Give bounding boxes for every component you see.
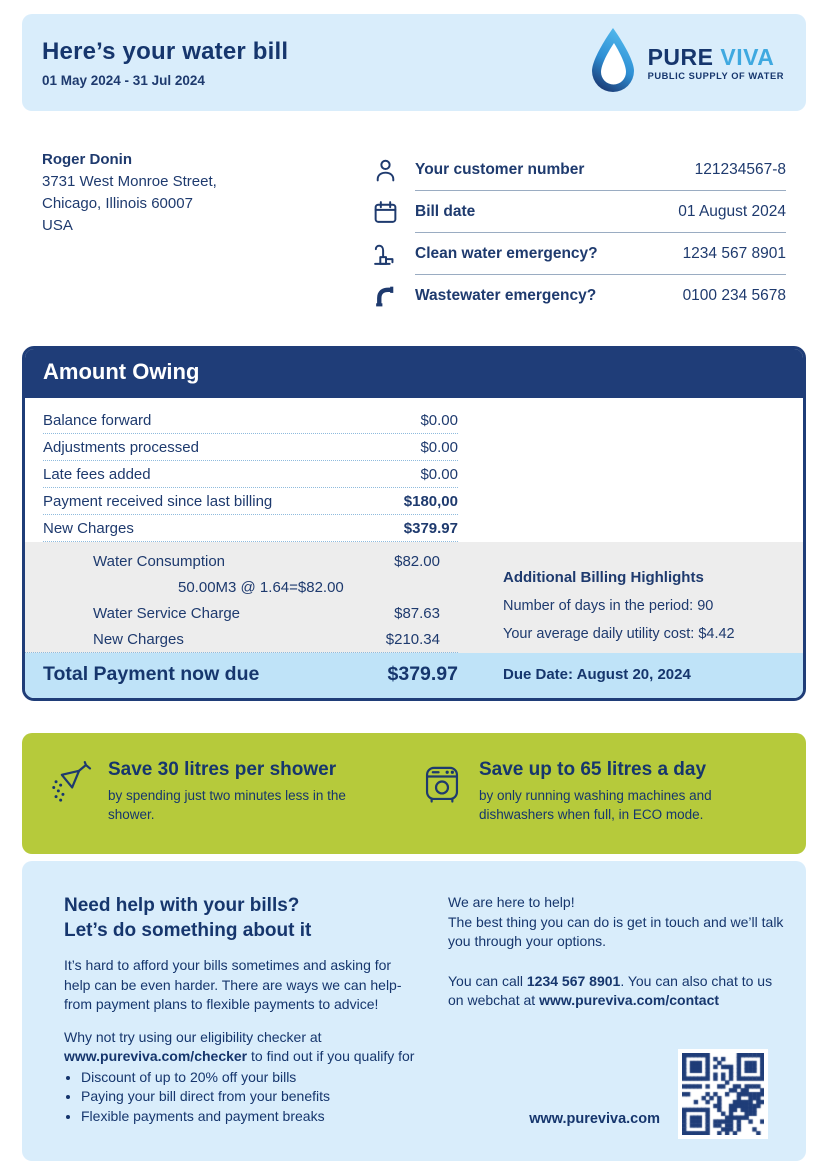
row-value: $379.97 (403, 519, 458, 537)
help-right-column: We are here to help! The best thing you … (448, 893, 786, 1139)
washing-machine-icon (419, 761, 465, 824)
highlights-title: Additional Billing Highlights (503, 569, 704, 586)
total-value: $379.97 (387, 663, 459, 685)
customer-address-block: Roger Donin 3731 West Monroe Street, Chi… (42, 149, 372, 316)
row-label: New Charges (43, 519, 134, 537)
website-link[interactable]: www.pureviva.com (529, 1110, 660, 1127)
row-label: Water Consumption (93, 552, 225, 570)
help-paragraph: It’s hard to afford your bills sometimes… (64, 957, 402, 1012)
help-section: Need help with your bills? Let’s do some… (22, 861, 806, 1161)
list-item: Flexible payments and payment breaks (81, 1107, 416, 1127)
list-item: Discount of up to 20% off your bills (81, 1068, 416, 1088)
detail-label: Your customer number (415, 160, 585, 178)
contact-paragraph: You can call 1234 567 8901. You can also… (448, 972, 773, 1009)
eligibility-bullet-list: Discount of up to 20% off your bills Pay… (81, 1068, 416, 1127)
tip-shower: Save 30 litres per shower by spending ju… (44, 759, 415, 824)
address-line: 3731 West Monroe Street, (42, 173, 217, 190)
breakdown-rows: Water Consumption $82.00 50.00M3 @ 1.64=… (25, 542, 458, 653)
tip-body: by spending just two minutes less in the… (108, 788, 346, 822)
tip-washing-machine: Save up to 65 litres a day by only runni… (415, 759, 786, 824)
table-row: New Charges $210.34 (43, 626, 440, 652)
help-intro: We are here to help! The best thing you … (448, 894, 784, 949)
detail-row-customer-number: Your customer number 121234567-8 (372, 149, 786, 191)
calendar-icon (372, 199, 399, 226)
logo-text: PURE VIVA PUBLIC SUPPLY OF WATER (648, 45, 784, 81)
billing-period: 01 May 2024 - 31 Jul 2024 (42, 72, 205, 88)
table-row: Water Consumption $82.00 (43, 548, 440, 574)
row-label: Adjustments processed (43, 438, 199, 456)
table-row: Water Service Charge $87.63 (43, 600, 440, 626)
tip-title: Save 30 litres per shower (108, 759, 337, 780)
table-row: Balance forward $0.00 (43, 407, 458, 434)
detail-row-wastewater-emergency: Wastewater emergency? 0100 234 5678 (372, 275, 786, 316)
row-value: $0.00 (420, 411, 458, 429)
detail-label: Bill date (415, 202, 476, 220)
table-row: Payment received since last billing $180… (43, 488, 458, 515)
tip-title: Save up to 65 litres a day (479, 759, 707, 780)
due-date: Due Date: August 20, 2024 (503, 666, 691, 683)
consumption-note: 50.00M3 @ 1.64=$82.00 (178, 578, 344, 596)
amount-owing-title: Amount Owing (25, 349, 803, 398)
list-item: Paying your bill direct from your benefi… (81, 1087, 416, 1107)
bill-date-value: 01 August 2024 (678, 202, 786, 220)
company-logo: PURE VIVA PUBLIC SUPPLY OF WATER (588, 26, 784, 99)
new-charges-breakdown: Water Consumption $82.00 50.00M3 @ 1.64=… (25, 542, 803, 653)
row-value: $180,00 (403, 492, 458, 510)
table-row: Late fees added $0.00 (43, 461, 458, 488)
help-left-column: Need help with your bills? Let’s do some… (64, 893, 416, 1139)
highlights-line: Your average daily utility cost: $4.42 (503, 626, 735, 642)
customer-number-value: 121234567-8 (694, 160, 786, 178)
wastewater-phone: 0100 234 5678 (682, 286, 786, 304)
clean-water-phone: 1234 567 8901 (682, 244, 786, 262)
detail-row-bill-date: Bill date 01 August 2024 (372, 191, 786, 233)
highlights-line: Number of days in the period: 90 (503, 598, 714, 614)
qr-code[interactable] (678, 1049, 768, 1139)
logo-name-primary: PURE (647, 43, 714, 70)
customer-name: Roger Donin (42, 151, 132, 168)
row-value: $210.34 (385, 630, 440, 648)
detail-label: Clean water emergency? (415, 244, 598, 262)
table-row: New Charges $379.97 (43, 515, 458, 542)
detail-row-clean-water-emergency: Clean water emergency? 1234 567 8901 (372, 233, 786, 275)
address-line: USA (42, 217, 73, 234)
address-line: Chicago, Illinois 60007 (42, 195, 193, 212)
header-titles: Here’s your water bill 01 May 2024 - 31 … (42, 38, 288, 88)
row-label: Water Service Charge (93, 604, 240, 622)
water-saving-tips: Save 30 litres per shower by spending ju… (22, 733, 806, 854)
row-value: $0.00 (420, 438, 458, 456)
phone-number: 1234 567 8901 (526, 972, 621, 989)
contact-link[interactable]: www.pureviva.com/contact (539, 992, 720, 1008)
bill-header: Here’s your water bill 01 May 2024 - 31 … (22, 14, 806, 111)
amount-owing-panel: Amount Owing Balance forward $0.00 Adjus… (22, 346, 806, 701)
charges-table: Balance forward $0.00 Adjustments proces… (25, 398, 803, 542)
customer-details-list: Your customer number 121234567-8 Bill da… (372, 149, 786, 316)
row-value: $82.00 (394, 552, 440, 570)
customer-section: Roger Donin 3731 West Monroe Street, Chi… (42, 149, 786, 316)
water-drop-icon (588, 26, 638, 99)
row-label: Payment received since last billing (43, 492, 273, 510)
tip-body: by only running washing machines and dis… (479, 788, 712, 822)
row-label: Balance forward (43, 411, 152, 429)
row-value: $0.00 (420, 465, 458, 483)
row-label: New Charges (93, 630, 184, 648)
row-value: $87.63 (394, 604, 440, 622)
pipe-icon (372, 282, 399, 309)
checker-link[interactable]: www.pureviva.com/checker (64, 1048, 248, 1064)
table-row: Adjustments processed $0.00 (43, 434, 458, 461)
row-label: Late fees added (43, 465, 151, 483)
help-footer: www.pureviva.com (448, 1049, 786, 1139)
total-label: Total Payment now due (43, 663, 260, 685)
total-payment-row: Total Payment now due $379.97 Due Date: … (25, 653, 803, 698)
shower-icon (48, 761, 94, 824)
person-icon (372, 157, 399, 184)
help-heading: Need help with your bills? Let’s do some… (64, 895, 312, 941)
logo-tagline: PUBLIC SUPPLY OF WATER (647, 70, 784, 81)
detail-label: Wastewater emergency? (415, 286, 597, 304)
billing-highlights: Additional Billing Highlights Number of … (458, 542, 803, 653)
logo-name-secondary: VIVA (720, 43, 775, 70)
page-title: Here’s your water bill (42, 37, 289, 65)
help-paragraph-checker: Why not try using our eligibility checke… (64, 1028, 415, 1065)
tap-icon (372, 241, 399, 268)
